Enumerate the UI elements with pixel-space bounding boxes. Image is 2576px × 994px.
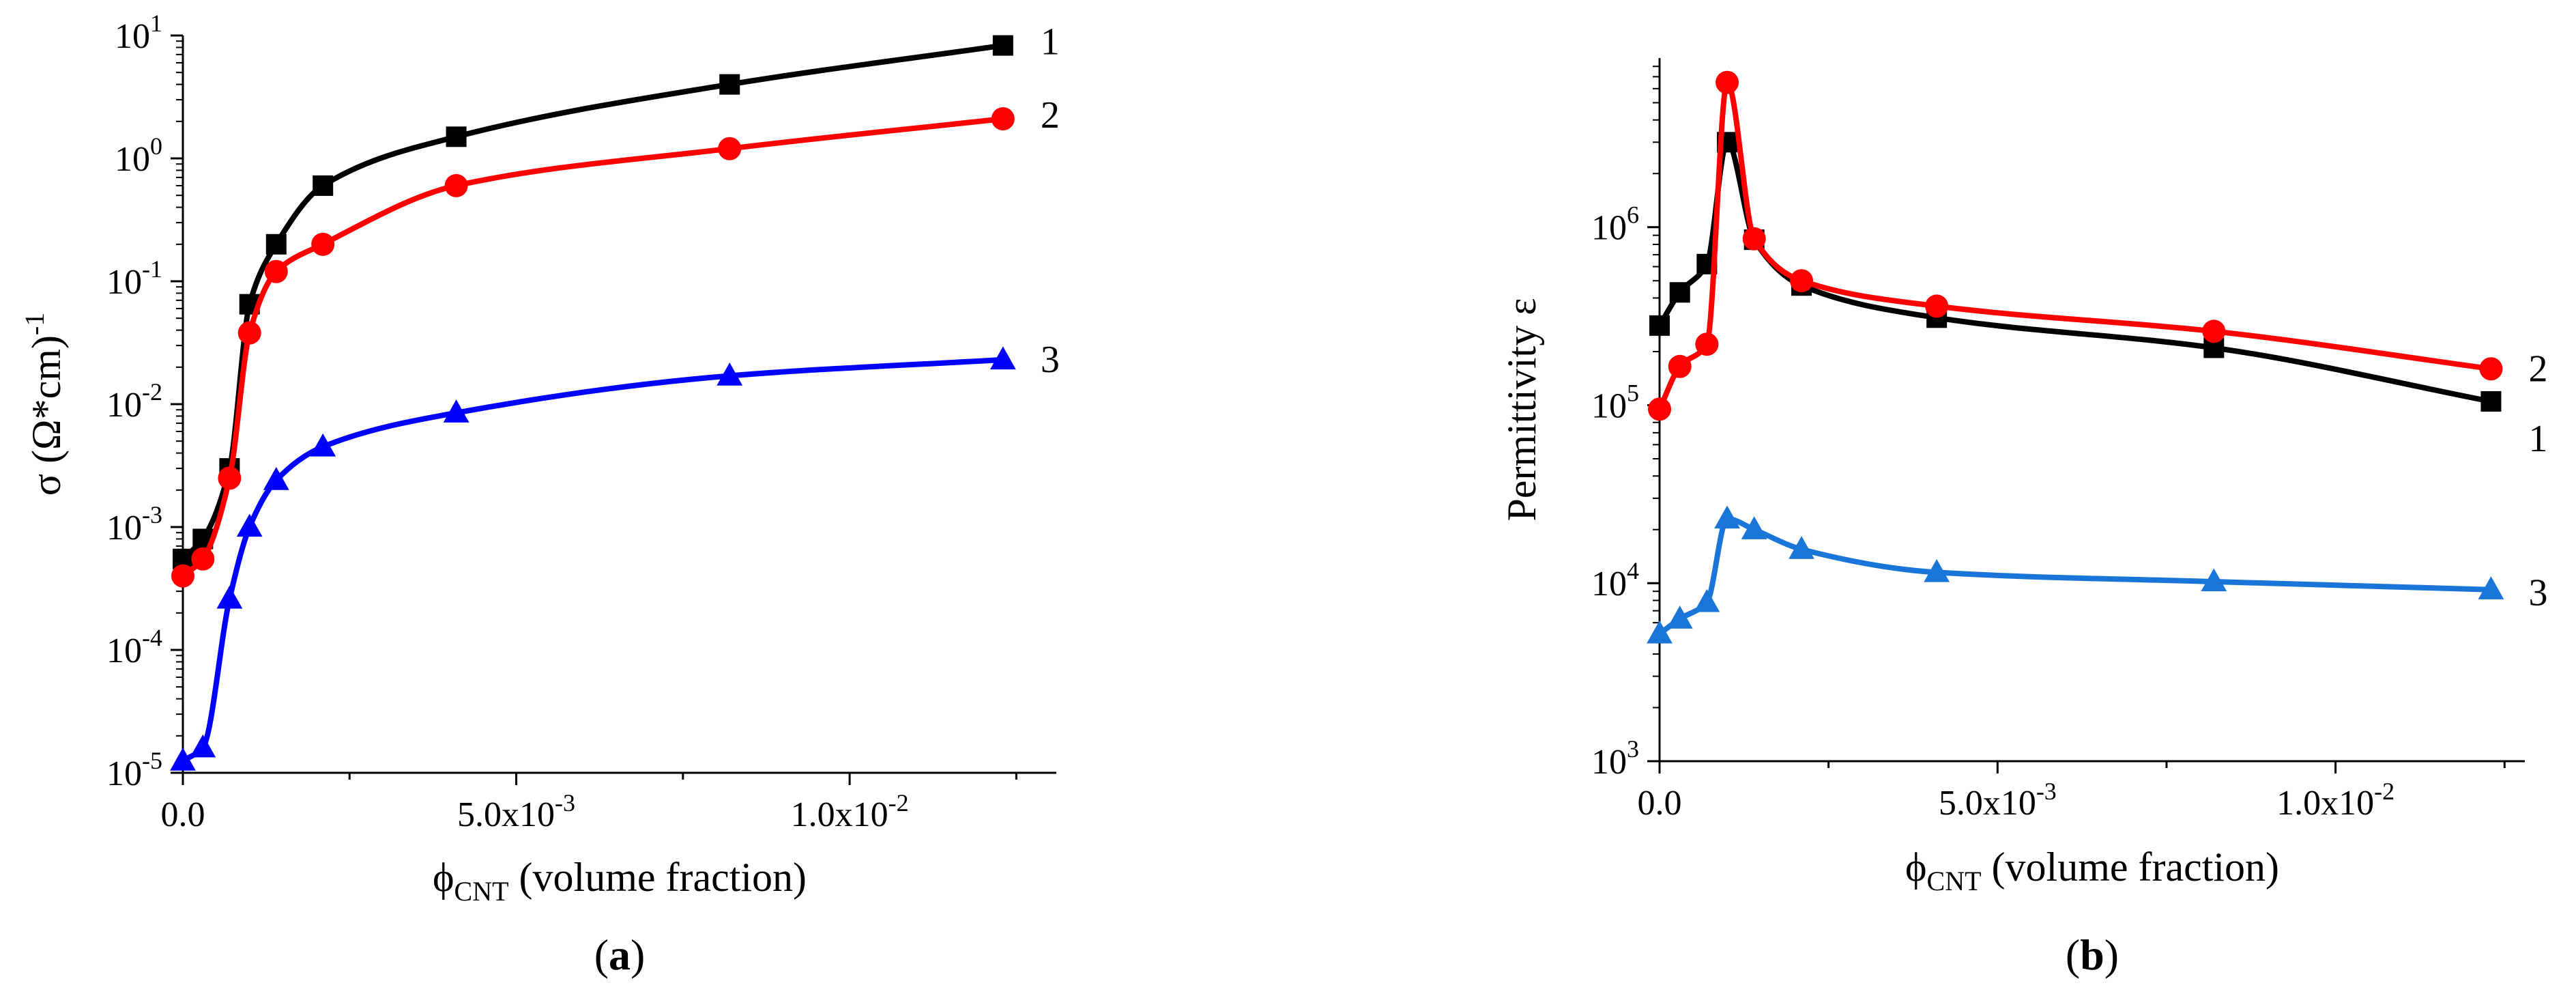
data-point [2202, 320, 2226, 343]
x-tick-label: 0.0 [161, 795, 205, 834]
data-point [1649, 315, 1670, 336]
y-tick-label: 100 [115, 132, 162, 179]
data-point [718, 137, 742, 160]
series-end-label: 3 [1041, 339, 1060, 381]
y-tick-label: 104 [1591, 557, 1639, 604]
data-point [1668, 354, 1692, 378]
series-line [180, 42, 1006, 562]
chart-panel-b: 0.0 5.0x10-3 1.0x10-2 103 104 105 106 ϕCNT (vol… [1499, 58, 2547, 979]
data-point [444, 173, 468, 197]
y-tick-label: 105 [1591, 379, 1639, 425]
y-axis-label: σ (Ω*cm)-1 [19, 313, 69, 496]
data-point [265, 233, 287, 255]
data-point [443, 399, 469, 423]
y-tick-label: 106 [1591, 201, 1639, 248]
data-point [263, 467, 289, 490]
y-tick-label: 10-1 [106, 255, 162, 302]
data-point [1742, 227, 1766, 251]
data-point [992, 35, 1013, 56]
data-point [2479, 357, 2503, 381]
data-point [1741, 516, 1767, 539]
x-tick-label: 0.0 [1638, 784, 1682, 823]
data-point [310, 433, 336, 457]
series-end-label: 2 [2528, 347, 2547, 390]
data-point [311, 232, 335, 256]
data-point [991, 107, 1015, 131]
data-point [2201, 568, 2227, 592]
data-point [1666, 606, 1693, 629]
data-point [191, 547, 215, 571]
y-axis-label: Permittivity ε [1499, 298, 1544, 522]
data-point [236, 513, 263, 537]
chart-panel-a: 0.0 5.0x10-3 1.0x10-2 10-5 10-4 10-3 10-2 10-1 1… [19, 10, 1060, 979]
data-point [1695, 332, 1719, 356]
x-tick-label: 1.0x10-2 [791, 789, 909, 834]
data-point [446, 126, 467, 147]
series-end-label: 1 [1041, 21, 1060, 63]
data-point [1669, 282, 1690, 303]
y-tick-label: 10-5 [106, 747, 162, 793]
data-point [989, 346, 1016, 370]
data-point [1789, 536, 1814, 559]
x-axis-label: ϕCNT (volume fraction) [433, 855, 807, 907]
x-axis-label: ϕCNT (volume fraction) [1905, 844, 2279, 896]
series-end-label: 2 [1041, 94, 1060, 137]
data-point [171, 564, 194, 588]
data-point [264, 259, 288, 283]
series-1: 1 [173, 21, 1060, 569]
series-line [1657, 79, 2494, 412]
y-tick-label: 10-4 [106, 624, 162, 670]
data-point [1648, 397, 1671, 421]
x-tick-label: 1.0x10-2 [2276, 778, 2394, 823]
y-tick-label: 103 [1591, 735, 1639, 782]
data-point [1924, 558, 1950, 582]
panel-label: (b) [2066, 931, 2119, 979]
y-tick-label: 101 [115, 10, 162, 56]
data-point [170, 748, 196, 771]
series-2: 2 [1648, 70, 2547, 421]
data-point [313, 175, 334, 196]
series-end-label: 1 [2528, 418, 2547, 460]
data-point [1694, 588, 1720, 612]
data-point [2480, 390, 2502, 412]
data-point [717, 362, 743, 386]
data-point [190, 734, 216, 758]
series-1: 1 [1649, 132, 2547, 460]
data-point [1925, 294, 1949, 318]
data-point [1714, 505, 1740, 529]
y-tick-label: 10-3 [106, 501, 162, 548]
panel-label: (a) [594, 931, 646, 979]
series-end-label: 3 [2528, 572, 2547, 614]
series-2: 2 [171, 94, 1060, 588]
data-point [719, 74, 740, 95]
x-tick-label: 5.0x10-3 [1939, 778, 2057, 823]
data-point [218, 466, 242, 490]
data-point [2478, 576, 2504, 599]
series-line [180, 116, 1006, 579]
series-line [180, 356, 1006, 764]
data-point [216, 585, 243, 609]
data-point [1716, 70, 1739, 94]
y-tick-label: 10-2 [106, 378, 162, 425]
data-point [1790, 269, 1814, 293]
series-3: 3 [170, 339, 1060, 771]
data-point [1647, 620, 1673, 644]
series-line [1657, 515, 2494, 637]
x-tick-label: 5.0x10-3 [457, 789, 575, 834]
data-point [237, 321, 261, 345]
series-3: 3 [1647, 505, 2547, 644]
